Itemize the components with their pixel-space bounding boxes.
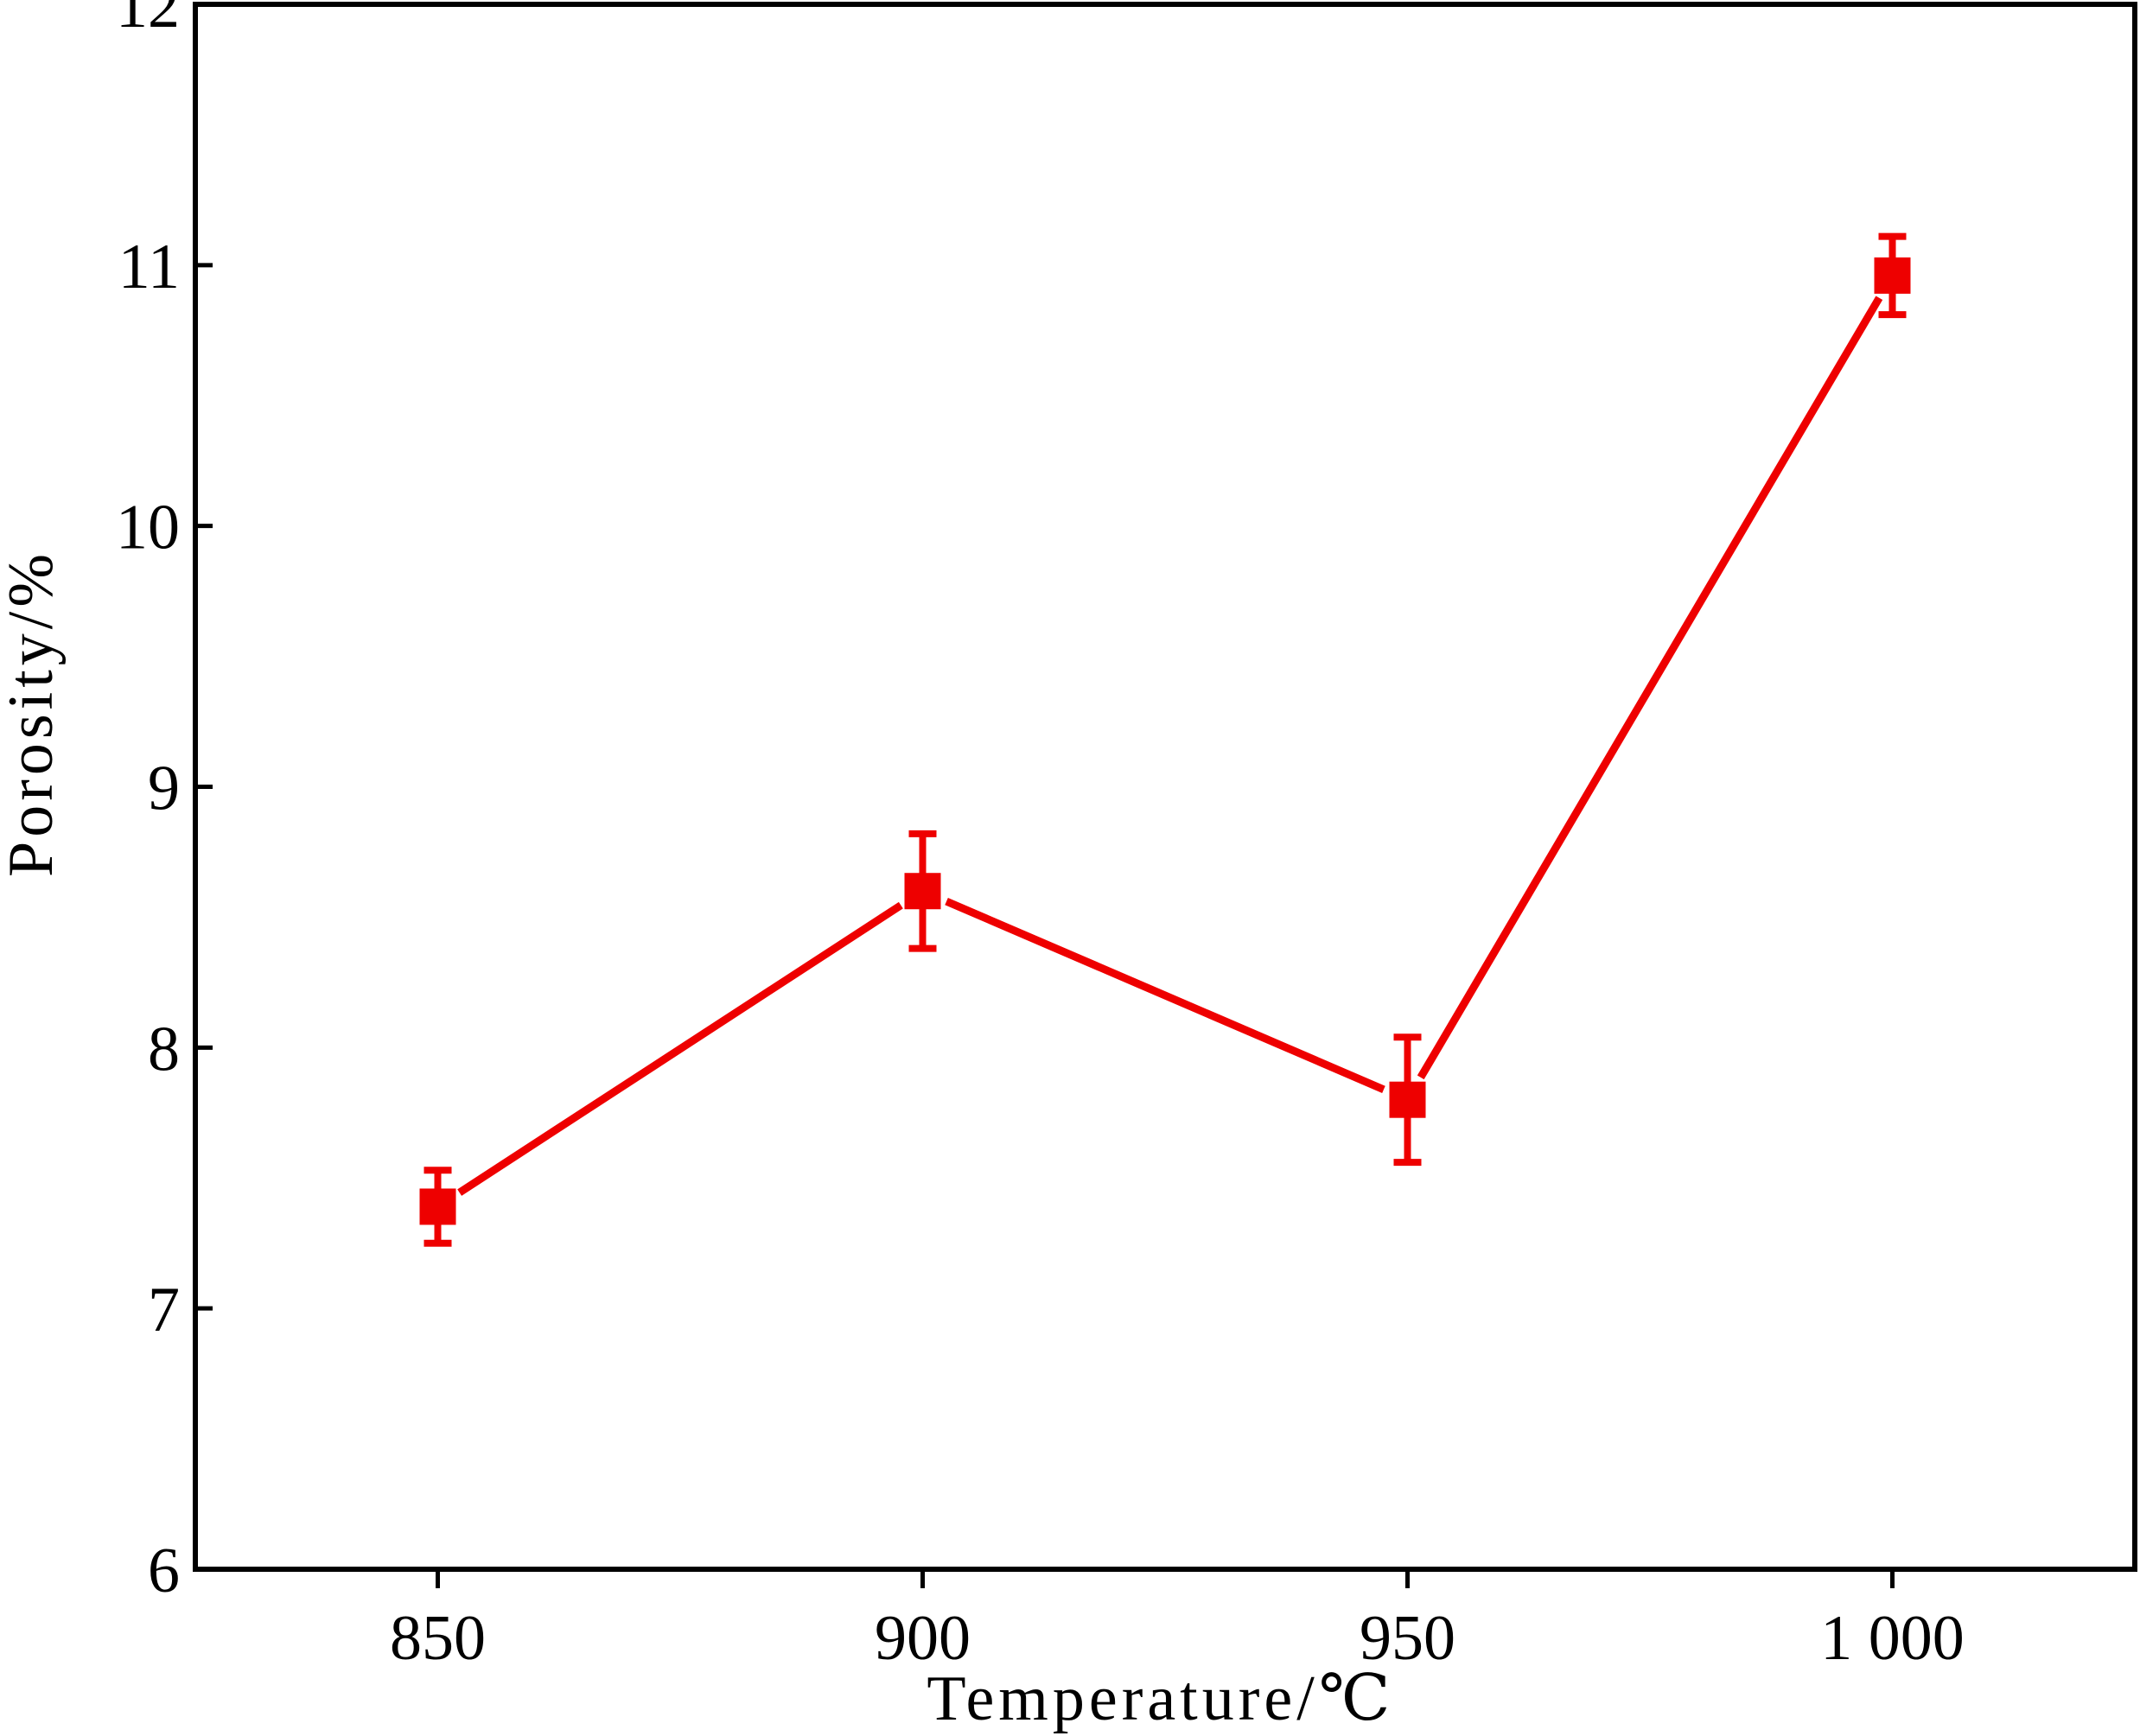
series-line-segment [1417, 296, 1883, 1080]
y-tick-label: 11 [118, 232, 180, 302]
data-point-marker [904, 873, 941, 910]
data-point-marker [419, 1188, 456, 1225]
y-tick-label: 12 [116, 0, 180, 41]
data-point-marker [1389, 1081, 1426, 1118]
x-tick-label: 900 [875, 1603, 971, 1674]
y-tick-label: 8 [148, 1014, 180, 1084]
series-line-segment [945, 897, 1385, 1093]
series-layer [419, 232, 1911, 1247]
x-tick-label: 950 [1360, 1603, 1455, 1674]
y-axis: 6 7 8 9 10 11 12 [116, 0, 213, 1606]
plot-frame [193, 2, 2137, 1572]
y-tick-label: 9 [148, 754, 180, 824]
y-tick-label: 10 [116, 493, 180, 563]
x-axis-label: Temperature/℃ [927, 1663, 1394, 1734]
y-tick-label: 7 [148, 1275, 180, 1345]
x-tick-label: 1 000 [1820, 1603, 1965, 1674]
y-axis-label: Porosity/% [0, 550, 67, 877]
x-axis: 850 900 950 1 000 [390, 1569, 1965, 1674]
plot-border [193, 2, 2137, 1572]
x-tick-label: 850 [390, 1603, 486, 1674]
series-line-segment [457, 901, 903, 1196]
data-point-marker [1874, 257, 1911, 294]
y-tick-label: 6 [148, 1536, 180, 1606]
